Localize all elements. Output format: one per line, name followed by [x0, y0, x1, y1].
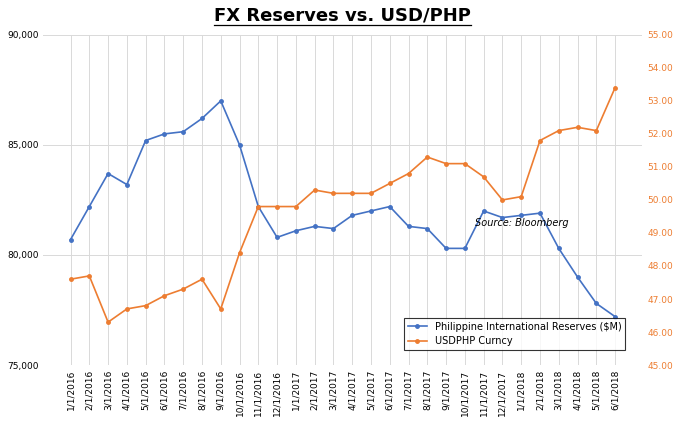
Philippine International Reserves ($M) — [348, 213, 356, 218]
USDPHP Curncy — [329, 191, 337, 196]
USDPHP Curncy — [592, 128, 600, 133]
Philippine International Reserves ($M) — [498, 215, 507, 220]
USDPHP Curncy — [179, 286, 187, 291]
USDPHP Curncy — [254, 204, 262, 209]
Philippine International Reserves ($M) — [592, 301, 600, 306]
Philippine International Reserves ($M) — [273, 235, 281, 240]
USDPHP Curncy — [611, 85, 619, 90]
USDPHP Curncy — [517, 194, 525, 199]
USDPHP Curncy — [198, 277, 206, 282]
Philippine International Reserves ($M) — [367, 209, 375, 214]
Philippine International Reserves ($M) — [405, 224, 413, 229]
Philippine International Reserves ($M) — [198, 116, 206, 121]
USDPHP Curncy — [217, 306, 225, 311]
USDPHP Curncy — [479, 174, 488, 179]
Philippine International Reserves ($M) — [461, 246, 469, 251]
Philippine International Reserves ($M) — [442, 246, 450, 251]
Philippine International Reserves ($M) — [235, 143, 243, 148]
Philippine International Reserves ($M) — [386, 204, 394, 209]
USDPHP Curncy — [573, 125, 581, 130]
Philippine International Reserves ($M) — [611, 314, 619, 319]
USDPHP Curncy — [123, 306, 131, 311]
USDPHP Curncy — [536, 138, 544, 143]
USDPHP Curncy — [104, 320, 112, 325]
USDPHP Curncy — [67, 277, 75, 282]
Line: Philippine International Reserves ($M): Philippine International Reserves ($M) — [69, 99, 617, 319]
Philippine International Reserves ($M) — [479, 209, 488, 214]
Philippine International Reserves ($M) — [104, 171, 112, 176]
Philippine International Reserves ($M) — [311, 224, 319, 229]
Philippine International Reserves ($M) — [179, 129, 187, 134]
USDPHP Curncy — [160, 293, 169, 298]
Philippine International Reserves ($M) — [254, 204, 262, 209]
USDPHP Curncy — [386, 181, 394, 186]
Philippine International Reserves ($M) — [555, 246, 563, 251]
Philippine International Reserves ($M) — [517, 213, 525, 218]
USDPHP Curncy — [442, 161, 450, 166]
Philippine International Reserves ($M) — [423, 226, 431, 231]
USDPHP Curncy — [498, 198, 507, 203]
Philippine International Reserves ($M) — [217, 98, 225, 103]
USDPHP Curncy — [235, 250, 243, 255]
Philippine International Reserves ($M) — [292, 228, 300, 233]
Philippine International Reserves ($M) — [536, 211, 544, 216]
USDPHP Curncy — [555, 128, 563, 133]
USDPHP Curncy — [461, 161, 469, 166]
Philippine International Reserves ($M) — [85, 204, 93, 209]
Philippine International Reserves ($M) — [573, 275, 581, 280]
USDPHP Curncy — [141, 303, 150, 308]
USDPHP Curncy — [85, 273, 93, 278]
USDPHP Curncy — [311, 187, 319, 192]
Philippine International Reserves ($M) — [141, 138, 150, 143]
Philippine International Reserves ($M) — [329, 226, 337, 231]
USDPHP Curncy — [348, 191, 356, 196]
USDPHP Curncy — [405, 171, 413, 176]
Title: FX Reserves vs. USD/PHP: FX Reserves vs. USD/PHP — [214, 7, 471, 25]
Philippine International Reserves ($M) — [123, 182, 131, 187]
USDPHP Curncy — [423, 154, 431, 159]
USDPHP Curncy — [367, 191, 375, 196]
Text: Source: Bloomberg: Source: Bloomberg — [475, 218, 568, 228]
Philippine International Reserves ($M) — [67, 237, 75, 242]
Philippine International Reserves ($M) — [160, 132, 169, 137]
USDPHP Curncy — [292, 204, 300, 209]
USDPHP Curncy — [273, 204, 281, 209]
Line: USDPHP Curncy: USDPHP Curncy — [69, 86, 617, 324]
Legend: Philippine International Reserves ($M), USDPHP Curncy: Philippine International Reserves ($M), … — [404, 318, 626, 350]
